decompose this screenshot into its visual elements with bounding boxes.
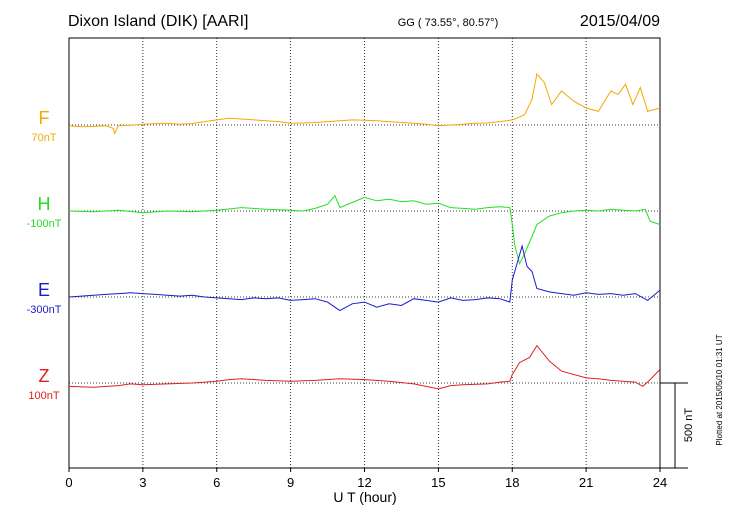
series-lines bbox=[68, 72, 661, 390]
scale-bar-label: 500 nT bbox=[683, 408, 695, 443]
x-axis-ticks: 0 3 6 9 12 15 18 21 24 bbox=[65, 468, 667, 490]
chart-date: 2015/04/09 bbox=[580, 13, 660, 30]
x-tick-label: 9 bbox=[287, 475, 294, 490]
x-tick-label: 21 bbox=[579, 475, 593, 490]
series-line-e bbox=[68, 244, 661, 312]
x-tick-label: 24 bbox=[653, 475, 667, 490]
x-tick-label: 0 bbox=[65, 475, 72, 490]
grid-lines bbox=[69, 38, 660, 468]
x-axis-label: U T (hour) bbox=[333, 489, 396, 505]
series-name-h: H bbox=[38, 194, 51, 214]
x-tick-label: 6 bbox=[213, 475, 220, 490]
x-tick-label: 3 bbox=[139, 475, 146, 490]
station-title: Dixon Island (DIK) [AARI] bbox=[68, 13, 249, 30]
series-line-z bbox=[68, 344, 661, 390]
series-line-h bbox=[68, 194, 661, 266]
series-offset-h: -100nT bbox=[27, 218, 62, 230]
x-tick-label: 12 bbox=[357, 475, 371, 490]
series-offset-z: 100nT bbox=[28, 390, 59, 402]
series-name-e: E bbox=[38, 280, 50, 300]
series-name-z: Z bbox=[39, 366, 50, 386]
series-name-f: F bbox=[39, 108, 50, 128]
plotted-timestamp: Plotted at 2015/05/10 01:31 UT bbox=[715, 334, 724, 445]
series-labels: F 70nT H -100nT E -300nT Z 100nT bbox=[27, 108, 62, 402]
x-tick-label: 18 bbox=[505, 475, 519, 490]
x-tick-label: 15 bbox=[431, 475, 445, 490]
plot-frame bbox=[68, 37, 661, 469]
station-coords: GG ( 73.55°, 80.57°) bbox=[398, 17, 499, 29]
series-offset-e: -300nT bbox=[27, 304, 62, 316]
series-offset-f: 70nT bbox=[31, 132, 56, 144]
series-line-f bbox=[68, 72, 661, 135]
scale-bar: 500 nT bbox=[660, 382, 695, 469]
